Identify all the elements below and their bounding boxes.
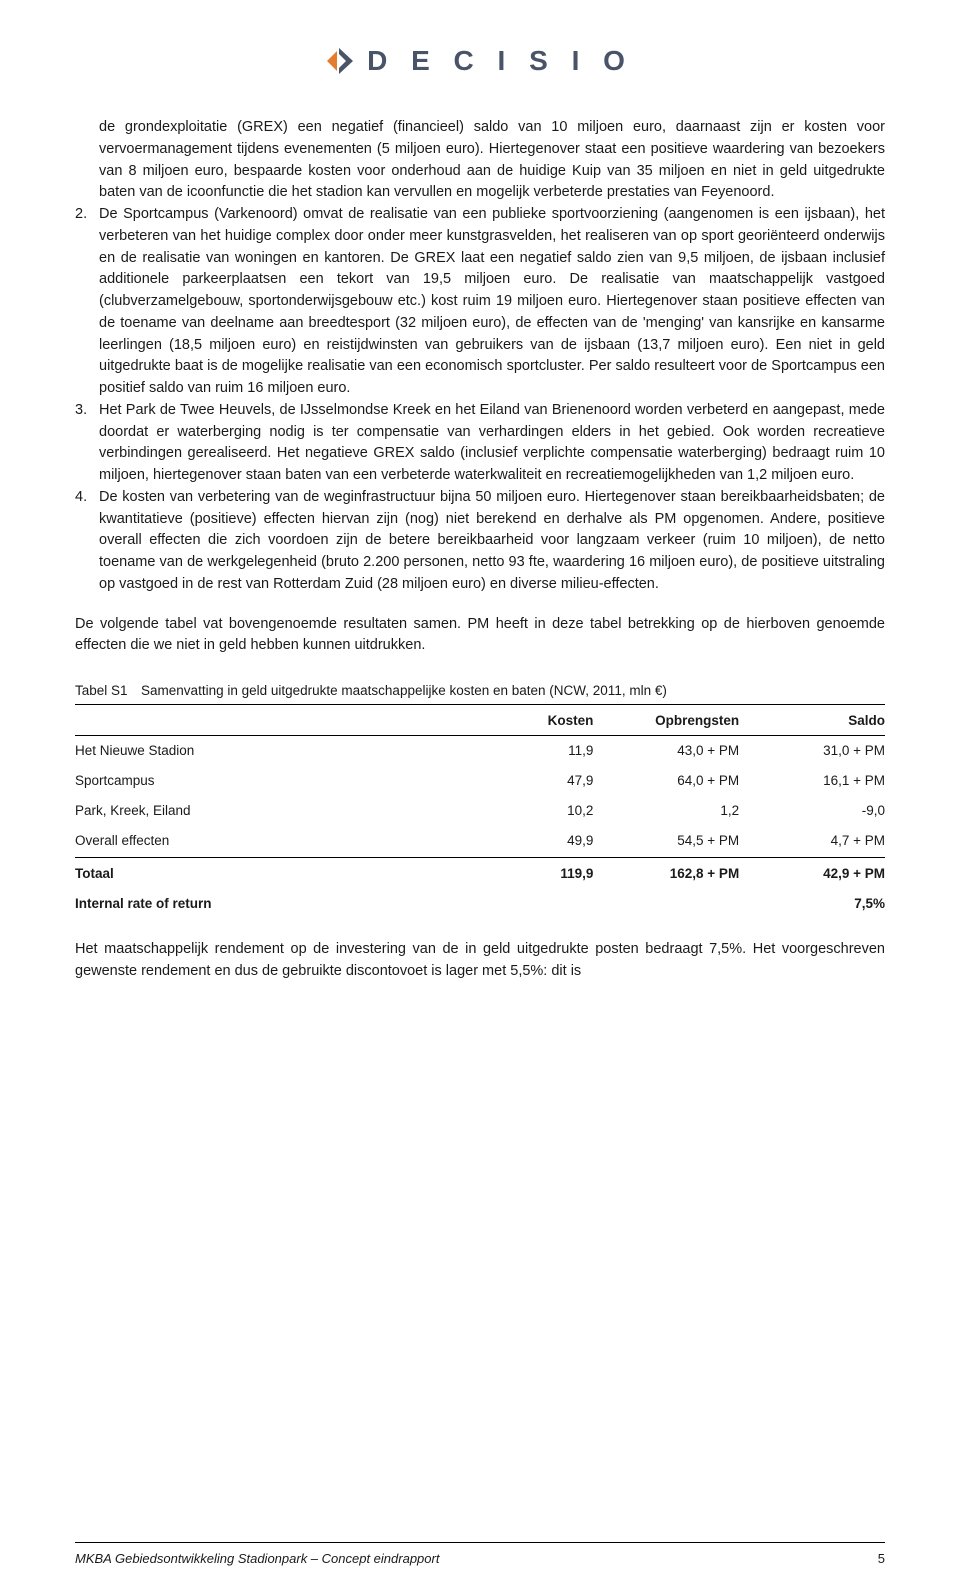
table-total-row: Totaal 119,9 162,8 + PM 42,9 + PM [75, 857, 885, 889]
item-number: 2. [75, 204, 99, 400]
closing-paragraph: Het maatschappelijk rendement op de inve… [75, 939, 885, 983]
list-item: 2. De Sportcampus (Varkenoord) omvat de … [75, 204, 885, 400]
summary-paragraph: De volgende tabel vat bovengenoemde resu… [75, 614, 885, 658]
col-header: Saldo [739, 708, 885, 735]
body-content: de grondexploitatie (GREX) een negatief … [75, 117, 885, 983]
item-text: De kosten van verbetering van de weginfr… [99, 487, 885, 596]
item-number: 3. [75, 400, 99, 487]
page-number: 5 [878, 1549, 885, 1569]
col-header: Kosten [448, 708, 594, 735]
logo-mark-icon [327, 48, 357, 74]
table-row: Park, Kreek, Eiland 10,2 1,2 -9,0 [75, 796, 885, 826]
table-title: Tabel S1 Samenvatting in geld uitgedrukt… [75, 681, 885, 705]
logo-text: D E C I S I O [367, 40, 633, 82]
table-row: Sportcampus 47,9 64,0 + PM 16,1 + PM [75, 766, 885, 796]
lead-in-paragraph: de grondexploitatie (GREX) een negatief … [75, 117, 885, 204]
table-row: Overall effecten 49,9 54,5 + PM 4,7 + PM [75, 826, 885, 857]
table-s1: Tabel S1 Samenvatting in geld uitgedrukt… [75, 681, 885, 919]
footer-title: MKBA Gebiedsontwikkeling Stadionpark – C… [75, 1549, 439, 1569]
item-text: De Sportcampus (Varkenoord) omvat de rea… [99, 204, 885, 400]
table-row: Het Nieuwe Stadion 11,9 43,0 + PM 31,0 +… [75, 735, 885, 766]
col-header [75, 708, 448, 735]
item-text: Het Park de Twee Heuvels, de IJsselmonds… [99, 400, 885, 487]
item-number: 4. [75, 487, 99, 596]
table-irr-row: Internal rate of return 7,5% [75, 889, 885, 919]
list-item: 3. Het Park de Twee Heuvels, de IJsselmo… [75, 400, 885, 487]
list-item: 4. De kosten van verbetering van de wegi… [75, 487, 885, 596]
col-header: Opbrengsten [593, 708, 739, 735]
logo: D E C I S I O [75, 40, 885, 82]
page-footer: MKBA Gebiedsontwikkeling Stadionpark – C… [75, 1542, 885, 1569]
summary-table: Kosten Opbrengsten Saldo Het Nieuwe Stad… [75, 708, 885, 919]
